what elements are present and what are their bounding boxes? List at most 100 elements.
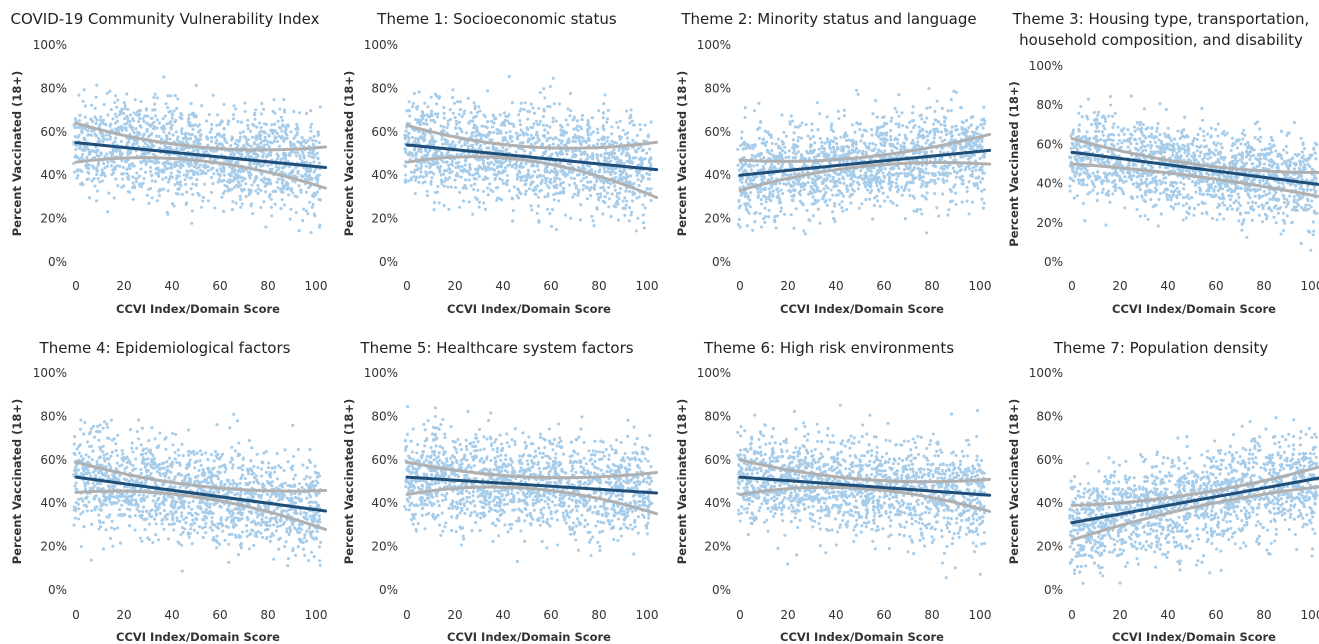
data-point — [961, 179, 965, 183]
data-point — [607, 185, 611, 190]
data-point — [746, 175, 750, 179]
data-point — [841, 209, 845, 213]
data-point — [610, 139, 614, 143]
data-point — [246, 127, 250, 131]
data-point — [202, 164, 206, 168]
data-point — [872, 176, 876, 180]
data-point — [749, 168, 753, 172]
data-point — [91, 119, 95, 124]
data-point — [968, 143, 972, 147]
data-point — [748, 198, 752, 202]
confidence-lower-line — [405, 155, 659, 200]
data-point — [244, 182, 248, 186]
data-point — [421, 132, 425, 136]
data-point — [514, 150, 518, 154]
data-point — [572, 192, 577, 196]
data-point — [220, 195, 224, 199]
data-point — [847, 138, 851, 142]
data-point — [175, 106, 179, 110]
data-point — [187, 164, 191, 168]
data-point — [980, 118, 984, 122]
data-point — [529, 102, 533, 106]
data-point — [894, 171, 899, 175]
data-point — [183, 178, 187, 182]
data-point — [489, 160, 493, 164]
data-point — [456, 174, 460, 178]
data-point — [548, 143, 552, 148]
data-point — [589, 132, 593, 136]
data-point — [142, 176, 146, 180]
data-point — [970, 130, 974, 134]
confidence-upper-line — [405, 123, 659, 150]
data-point — [285, 136, 289, 140]
data-point — [446, 122, 450, 126]
data-point — [115, 105, 119, 109]
data-point — [206, 165, 210, 169]
data-point — [793, 156, 797, 160]
data-point — [532, 148, 536, 152]
data-point — [442, 125, 446, 129]
data-point — [270, 214, 274, 218]
data-point — [266, 140, 270, 144]
data-point — [630, 199, 635, 203]
data-point — [583, 167, 587, 171]
data-point — [113, 121, 118, 125]
data-point — [802, 187, 806, 191]
data-point — [501, 149, 505, 154]
data-point — [745, 224, 750, 228]
data-point — [834, 141, 839, 146]
x-tick-label: 0 — [736, 279, 744, 293]
data-point — [924, 197, 928, 201]
data-point — [213, 206, 217, 210]
data-point — [155, 199, 159, 203]
data-point — [233, 142, 237, 146]
data-point — [788, 122, 792, 126]
data-point — [411, 135, 415, 139]
data-point — [920, 175, 924, 179]
data-point — [630, 119, 634, 123]
data-point — [528, 152, 532, 156]
data-point — [603, 195, 607, 199]
data-point — [845, 189, 850, 193]
data-point — [415, 106, 419, 110]
data-point — [535, 175, 540, 179]
data-point — [778, 167, 782, 171]
data-point — [278, 107, 282, 111]
data-point — [767, 208, 771, 212]
data-point — [924, 171, 928, 175]
data-point — [815, 187, 819, 191]
data-point — [83, 145, 87, 149]
data-point — [810, 143, 814, 147]
data-point — [610, 125, 614, 129]
data-point — [102, 122, 106, 126]
data-point — [882, 137, 886, 141]
data-point — [822, 187, 826, 191]
data-point — [816, 199, 820, 203]
data-point — [598, 168, 602, 172]
data-point — [519, 107, 523, 111]
data-point — [779, 209, 783, 213]
data-point — [194, 182, 198, 187]
data-point — [546, 207, 550, 211]
data-point — [543, 96, 547, 100]
data-point — [634, 150, 638, 154]
data-point — [978, 180, 983, 184]
data-point — [471, 173, 475, 177]
data-point — [271, 109, 275, 113]
data-point — [106, 113, 110, 117]
data-point — [831, 129, 835, 133]
data-point — [488, 138, 492, 142]
data-point — [850, 148, 855, 152]
data-point — [197, 123, 201, 127]
data-point — [889, 184, 894, 188]
data-point — [912, 145, 916, 149]
data-point — [543, 128, 547, 132]
data-point — [472, 187, 476, 192]
data-point — [932, 140, 936, 144]
data-point — [494, 147, 499, 151]
data-point — [889, 173, 894, 177]
data-point — [432, 201, 437, 205]
data-point — [457, 120, 462, 124]
data-point — [309, 109, 313, 113]
data-point — [422, 122, 426, 126]
